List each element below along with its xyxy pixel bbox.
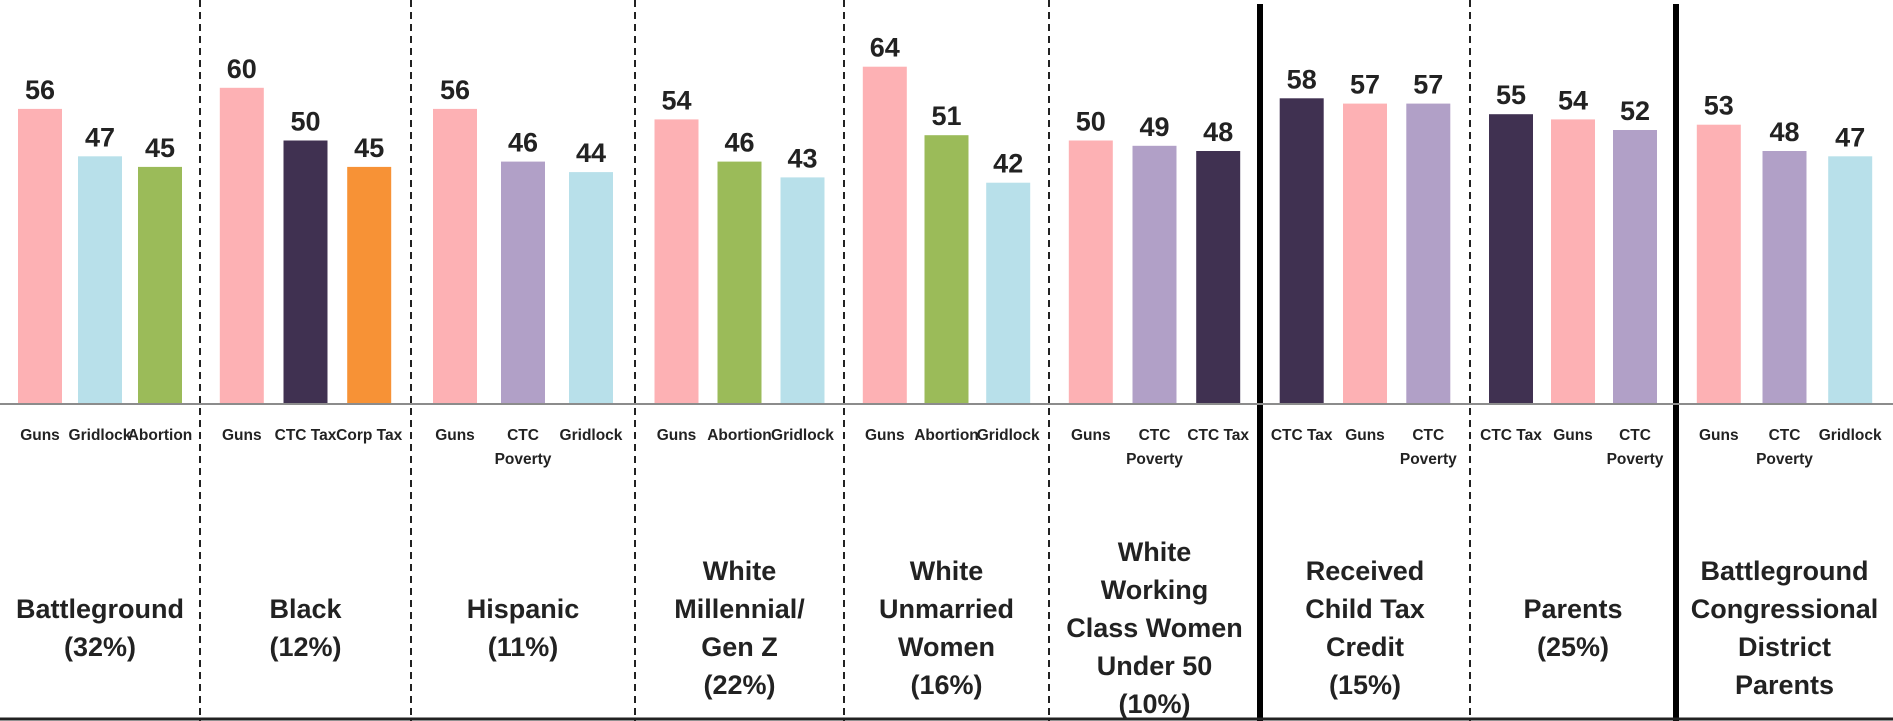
category-label: CTC Poverty	[1607, 427, 1664, 468]
value-label: 48	[1769, 117, 1799, 147]
category-label: Guns	[20, 427, 60, 444]
category-label: Guns	[657, 427, 697, 444]
category-label: Guns	[1699, 427, 1739, 444]
bar	[138, 166, 182, 404]
value-label: 47	[1835, 122, 1865, 152]
bar	[862, 66, 907, 404]
value-label: 46	[508, 128, 538, 158]
category-label: CTC Poverty	[1400, 427, 1457, 468]
value-label: 48	[1203, 117, 1233, 147]
bar	[283, 140, 328, 404]
value-label: 47	[85, 122, 115, 152]
bar	[1613, 130, 1657, 404]
value-label: 57	[1413, 70, 1443, 100]
bar	[1068, 140, 1113, 404]
value-label: 57	[1350, 70, 1380, 100]
category-label: Guns	[1553, 427, 1593, 444]
bar	[569, 172, 613, 404]
category-label: Corp Tax	[336, 427, 402, 444]
category-label: CTC Poverty	[1126, 427, 1183, 468]
bar	[1132, 145, 1177, 405]
bar	[1406, 103, 1451, 404]
group-label: Battleground (32%)	[16, 594, 184, 662]
value-label: 50	[1076, 107, 1106, 137]
category-label: Gridlock	[771, 427, 834, 444]
category-label: Guns	[222, 427, 262, 444]
value-label: 42	[993, 149, 1023, 179]
group-label: Received Child Tax Credit (15%)	[1305, 556, 1425, 700]
category-label: CTC Tax	[275, 427, 337, 444]
value-label: 53	[1704, 91, 1734, 121]
bar	[1551, 119, 1595, 405]
bar	[717, 161, 762, 404]
category-label: Guns	[1071, 427, 1111, 444]
group-label: Battleground Congressional District Parents	[1691, 556, 1879, 700]
category-label: CTC Poverty	[495, 427, 552, 468]
value-label: 45	[354, 133, 384, 163]
bar	[18, 108, 62, 405]
category-label: Guns	[1345, 427, 1385, 444]
value-label: 55	[1496, 80, 1526, 110]
bar	[433, 108, 477, 405]
value-label: 58	[1287, 64, 1317, 94]
category-label: Abortion	[914, 427, 979, 444]
category-label: Gridlock	[69, 427, 132, 444]
value-label: 50	[290, 107, 320, 137]
category-label: Guns	[865, 427, 905, 444]
value-label: 64	[870, 33, 900, 63]
category-label: Gridlock	[1819, 427, 1882, 444]
value-label: 43	[787, 143, 817, 173]
category-label: CTC Tax	[1480, 427, 1542, 444]
category-label: Gridlock	[977, 427, 1040, 444]
group-label: Black (12%)	[269, 594, 342, 662]
value-label: 49	[1139, 112, 1169, 142]
value-label: 56	[25, 75, 55, 105]
value-label: 46	[724, 128, 754, 158]
bar	[1196, 151, 1241, 404]
group-label: White Working Class Women Under 50 (10%)	[1066, 537, 1243, 719]
bar	[654, 119, 699, 405]
bar	[219, 87, 264, 405]
group-label: White Millennial/Gen Z (22%)	[674, 556, 805, 700]
value-label: 51	[931, 101, 961, 131]
value-label: 54	[661, 85, 691, 115]
category-label: Abortion	[128, 427, 193, 444]
bar	[780, 177, 825, 404]
value-label: 56	[440, 75, 470, 105]
value-label: 45	[145, 133, 175, 163]
category-label: Gridlock	[560, 427, 623, 444]
category-label: Abortion	[707, 427, 772, 444]
bar	[986, 182, 1031, 404]
bar	[1696, 124, 1741, 404]
group-label: Hispanic (11%)	[467, 594, 580, 662]
bar	[1343, 103, 1387, 404]
bar	[501, 161, 545, 404]
value-label: 54	[1558, 85, 1588, 115]
category-label: CTC Tax	[1271, 427, 1333, 444]
group-label: Parents (25%)	[1523, 594, 1622, 662]
category-label: CTC Poverty	[1756, 427, 1813, 468]
bar	[1489, 114, 1533, 404]
category-label: CTC Tax	[1187, 427, 1249, 444]
value-label: 52	[1620, 96, 1650, 126]
bar	[1762, 151, 1807, 404]
category-label: Guns	[435, 427, 475, 444]
value-label: 44	[576, 138, 606, 168]
bar	[78, 156, 122, 404]
bar	[347, 166, 392, 404]
bar	[1828, 156, 1873, 404]
group-label: White Unmarried Women (16%)	[879, 556, 1014, 700]
bar	[1279, 98, 1324, 405]
value-label: 60	[227, 54, 257, 84]
bar	[924, 135, 969, 404]
